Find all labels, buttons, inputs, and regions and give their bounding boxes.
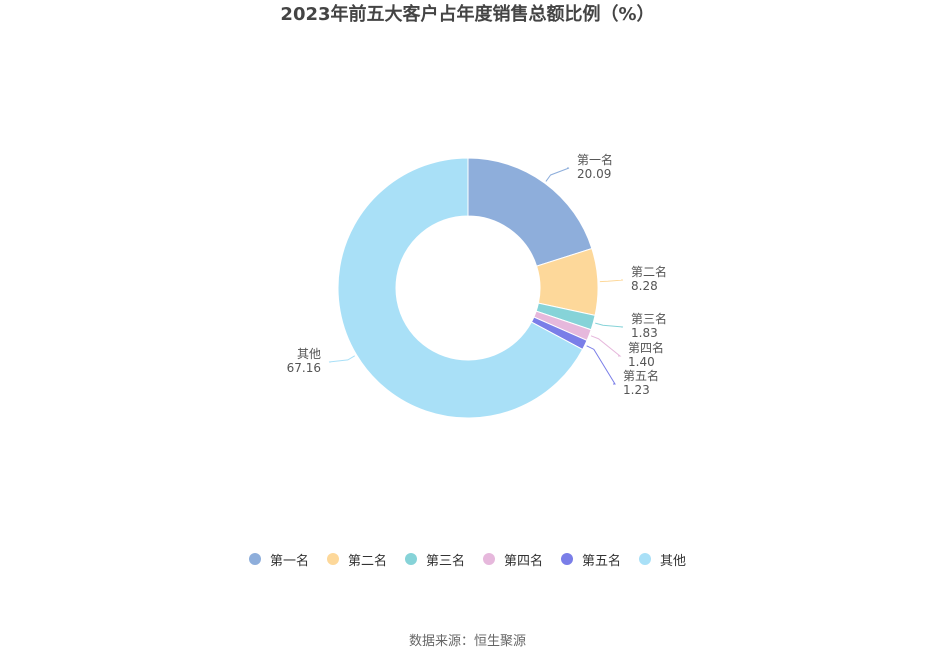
legend-item-fifth[interactable]: 第五名 <box>561 549 621 569</box>
legend-label: 第五名 <box>582 553 622 569</box>
slice-value-other: 67.16 <box>287 361 321 375</box>
legend-label: 第二名 <box>347 553 387 569</box>
leader-line-fourth <box>590 335 622 357</box>
legend-marker <box>248 553 261 565</box>
slice-value-third: 1.83 <box>631 326 658 340</box>
legend-label: 第一名 <box>269 553 309 569</box>
slice-first[interactable] <box>467 157 593 267</box>
legend-item-second[interactable]: 第二名 <box>326 549 387 569</box>
legend-marker <box>326 553 339 565</box>
legend-label: 第三名 <box>425 553 465 569</box>
legend-item-other[interactable]: 其他 <box>639 549 686 569</box>
slice-value-first: 20.09 <box>577 167 611 181</box>
legend-label: 其他 <box>660 553 687 569</box>
leader-line-first <box>545 167 570 182</box>
slice-value-second: 8.28 <box>631 279 658 293</box>
leader-line-fifth <box>586 345 616 385</box>
slice-value-fourth: 1.40 <box>628 355 655 369</box>
leader-line-third <box>595 322 624 328</box>
legend-label: 第四名 <box>504 553 544 569</box>
data-source: 数据来源：恒生聚源 <box>408 634 526 649</box>
leader-line-other <box>328 355 355 363</box>
chart-legend: 第一名 第二名 第三名 第四名 第五名 其他 <box>0 549 935 569</box>
legend-marker <box>561 553 574 565</box>
slice-label-second: 第二名 <box>631 264 667 279</box>
legend-item-fourth[interactable]: 第四名 <box>483 549 543 569</box>
legend-item-first[interactable]: 第一名 <box>248 549 309 569</box>
chart-title: 2023年前五大客户占年度销售总额比例（%） <box>280 4 655 25</box>
slice-value-fifth: 1.23 <box>623 383 650 397</box>
slice-label-other: 其他 <box>297 347 321 361</box>
legend-marker <box>639 553 652 565</box>
legend-marker <box>483 553 495 565</box>
slice-label-first: 第一名 <box>577 152 613 167</box>
leader-line-second <box>599 279 624 283</box>
slice-label-fifth: 第五名 <box>623 368 659 383</box>
legend-item-third[interactable]: 第三名 <box>404 549 465 569</box>
slice-label-fourth: 第四名 <box>628 340 664 355</box>
slice-other[interactable] <box>337 157 584 419</box>
slice-label-third: 第三名 <box>631 311 667 326</box>
legend-marker <box>404 553 417 565</box>
